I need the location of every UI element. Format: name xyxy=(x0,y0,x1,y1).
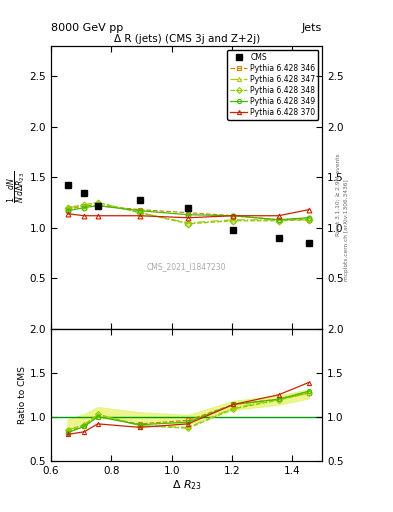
Line: Pythia 6.428 348: Pythia 6.428 348 xyxy=(65,200,311,226)
Pythia 6.428 348 xyxy=(65,205,70,211)
Y-axis label: $\frac{1}{N}\frac{dN}{d\Delta R_{23}}$: $\frac{1}{N}\frac{dN}{d\Delta R_{23}}$ xyxy=(6,172,28,203)
Pythia 6.428 370 xyxy=(82,212,86,219)
Title: Δ R (jets) (CMS 3j and Z+2j): Δ R (jets) (CMS 3j and Z+2j) xyxy=(114,34,260,44)
Pythia 6.428 370 xyxy=(186,215,191,221)
Pythia 6.428 347 xyxy=(276,217,281,223)
Pythia 6.428 346 xyxy=(95,203,100,209)
Pythia 6.428 370 xyxy=(138,212,142,219)
Pythia 6.428 348 xyxy=(186,221,191,227)
Pythia 6.428 346 xyxy=(231,212,236,219)
Pythia 6.428 370 xyxy=(276,212,281,219)
Pythia 6.428 349 xyxy=(138,208,142,214)
Pythia 6.428 370 xyxy=(307,207,311,213)
Text: Jets: Jets xyxy=(302,23,322,33)
Y-axis label: Ratio to CMS: Ratio to CMS xyxy=(18,366,27,424)
Pythia 6.428 349 xyxy=(307,215,311,221)
Text: mcplots.cern.ch [arXiv:1306.3436]: mcplots.cern.ch [arXiv:1306.3436] xyxy=(344,180,349,281)
Pythia 6.428 346 xyxy=(307,217,311,223)
CMS xyxy=(231,227,236,233)
Pythia 6.428 370 xyxy=(65,210,70,217)
Pythia 6.428 346 xyxy=(186,209,191,216)
CMS xyxy=(82,189,86,196)
Line: Pythia 6.428 370: Pythia 6.428 370 xyxy=(65,207,311,220)
Pythia 6.428 349 xyxy=(65,208,70,214)
Pythia 6.428 348 xyxy=(82,202,86,208)
CMS xyxy=(186,205,191,211)
Pythia 6.428 349 xyxy=(186,211,191,218)
Pythia 6.428 347 xyxy=(82,203,86,209)
Pythia 6.428 347 xyxy=(307,215,311,221)
CMS xyxy=(307,240,311,246)
Pythia 6.428 346 xyxy=(138,207,142,213)
Line: CMS: CMS xyxy=(64,182,312,246)
Line: Pythia 6.428 349: Pythia 6.428 349 xyxy=(65,203,311,222)
Pythia 6.428 346 xyxy=(276,217,281,223)
Pythia 6.428 349 xyxy=(276,217,281,223)
Pythia 6.428 370 xyxy=(95,212,100,219)
Legend: CMS, Pythia 6.428 346, Pythia 6.428 347, Pythia 6.428 348, Pythia 6.428 349, Pyt: CMS, Pythia 6.428 346, Pythia 6.428 347,… xyxy=(227,50,318,120)
Pythia 6.428 347 xyxy=(65,205,70,211)
Line: Pythia 6.428 347: Pythia 6.428 347 xyxy=(65,200,311,225)
Pythia 6.428 348 xyxy=(138,209,142,216)
Pythia 6.428 346 xyxy=(82,203,86,209)
CMS xyxy=(65,182,70,188)
Pythia 6.428 348 xyxy=(276,218,281,224)
Text: CMS_2021_I1847230: CMS_2021_I1847230 xyxy=(147,262,226,271)
Pythia 6.428 349 xyxy=(82,205,86,211)
Pythia 6.428 349 xyxy=(95,203,100,209)
Pythia 6.428 347 xyxy=(138,209,142,216)
Pythia 6.428 347 xyxy=(186,220,191,226)
CMS xyxy=(138,197,142,203)
Pythia 6.428 370 xyxy=(231,212,236,219)
Text: Rivet 3.1.10; ≥ 2.9M events: Rivet 3.1.10; ≥ 2.9M events xyxy=(336,153,341,236)
Pythia 6.428 348 xyxy=(307,217,311,223)
Text: 8000 GeV pp: 8000 GeV pp xyxy=(51,23,123,33)
Pythia 6.428 348 xyxy=(231,218,236,224)
CMS xyxy=(95,203,100,209)
Pythia 6.428 349 xyxy=(231,212,236,219)
Pythia 6.428 347 xyxy=(95,200,100,206)
X-axis label: $\Delta\ R_{23}$: $\Delta\ R_{23}$ xyxy=(172,478,202,492)
CMS xyxy=(276,235,281,241)
Pythia 6.428 347 xyxy=(231,217,236,223)
Pythia 6.428 346 xyxy=(65,207,70,213)
Pythia 6.428 348 xyxy=(95,200,100,206)
Line: Pythia 6.428 346: Pythia 6.428 346 xyxy=(65,203,311,222)
